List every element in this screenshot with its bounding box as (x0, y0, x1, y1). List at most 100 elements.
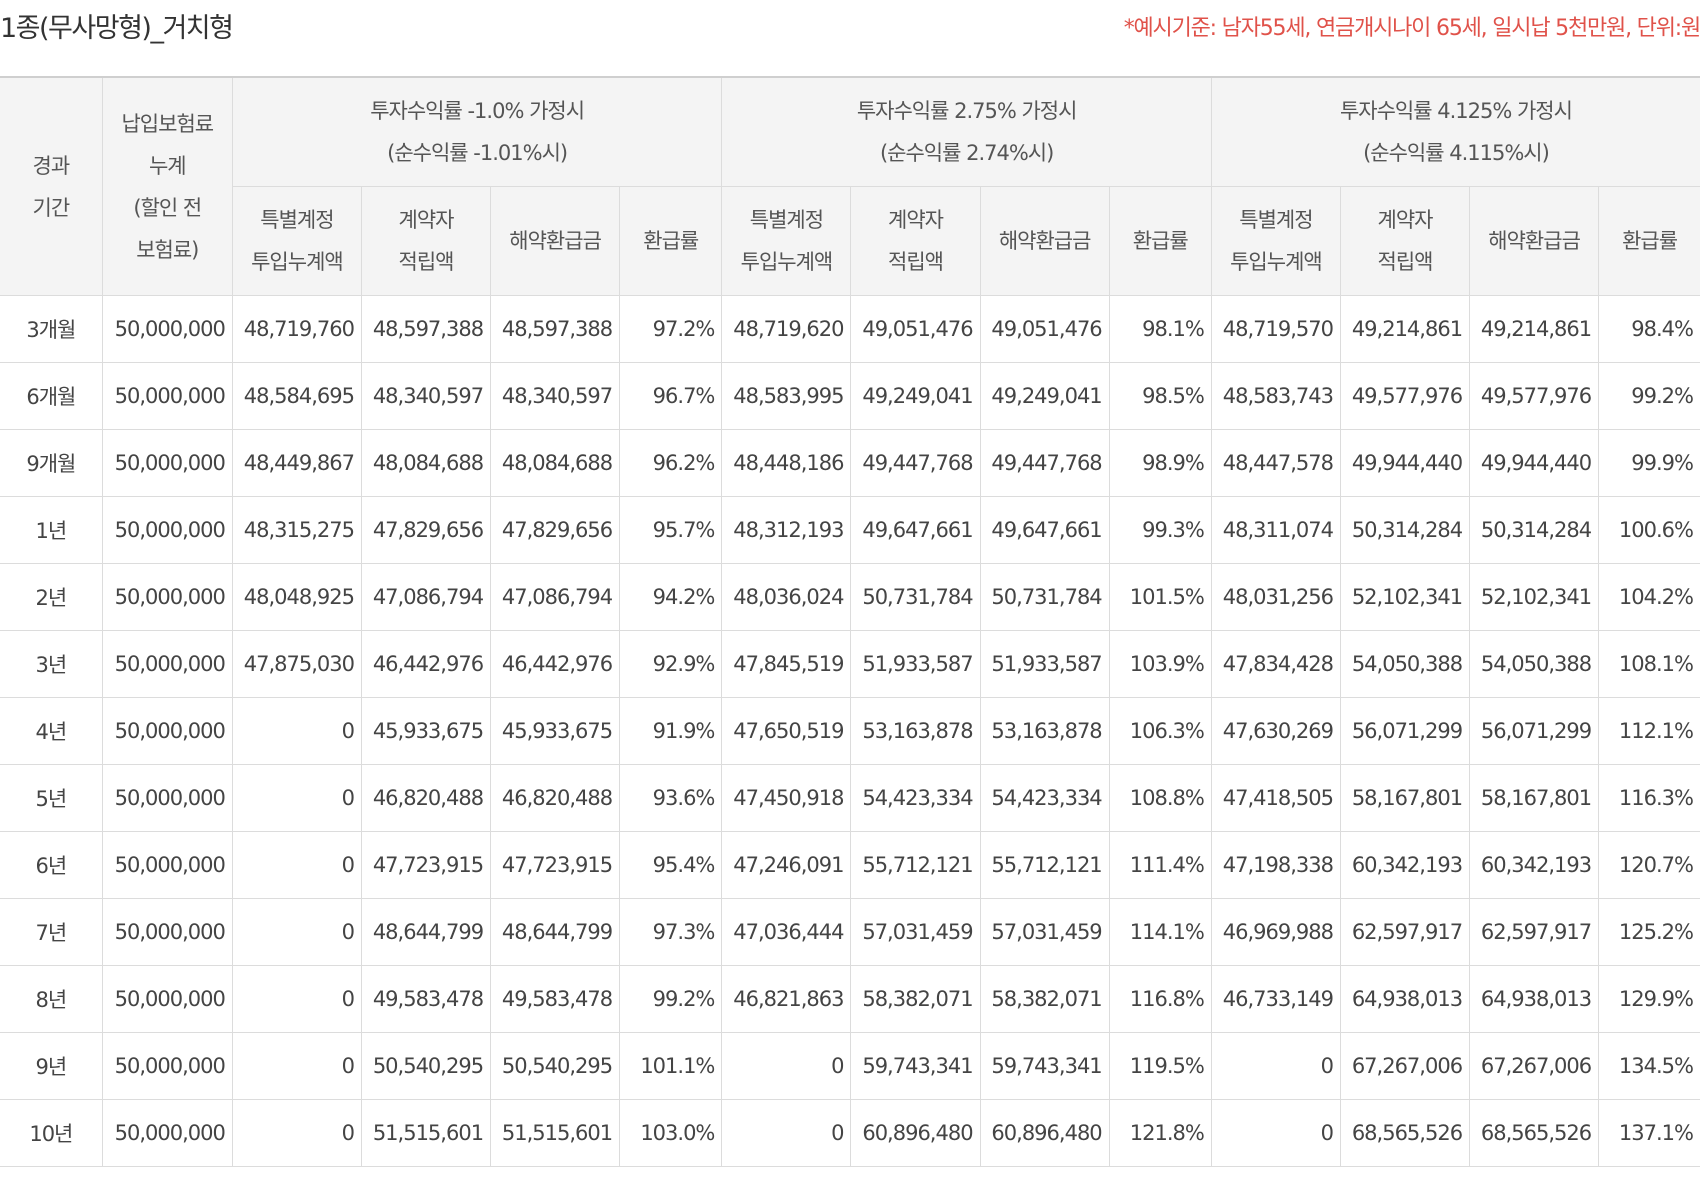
table-cell: 111.4% (1108, 831, 1212, 899)
table-cell: 104.2% (1598, 563, 1700, 631)
table-cell: 92.9% (619, 630, 723, 698)
table-cell: 54,423,334 (850, 764, 981, 832)
table-cell: 50,000,000 (101, 630, 233, 698)
table-cell: 53,163,878 (979, 697, 1110, 765)
table-cell: 50,000,000 (101, 563, 233, 631)
header-special-account-line: 특별계정 (260, 208, 334, 232)
table-cell: 116.3% (1598, 764, 1700, 832)
table-cell: 50,000,000 (101, 1032, 233, 1100)
header-special-account: 특별계정 투입누계액 (232, 186, 362, 296)
table-cell: 48,084,688 (360, 429, 492, 497)
header-scenario-3: 투자수익률 4.125% 가정시 (순수익률 4.115%시) (1210, 76, 1700, 187)
table-cell: 54,050,388 (1469, 630, 1600, 698)
table-cell: 52,102,341 (1469, 563, 1600, 631)
table-cell: 48,719,570 (1210, 295, 1341, 363)
table-cell: 58,382,071 (850, 965, 981, 1033)
table-cell: 121.8% (1108, 1099, 1212, 1167)
table-cell: 50,731,784 (850, 563, 981, 631)
table-body: 3개월 50,000,000 48,719,760 48,597,388 48,597,… (0, 295, 1700, 1167)
table-row: 3년 50,000,000 47,875,030 46,442,976 46,442,9… (0, 630, 1700, 698)
table-cell: 49,944,440 (1469, 429, 1600, 497)
table-cell: 99.2% (1598, 362, 1700, 430)
table-cell: 96.7% (619, 362, 723, 430)
table-cell: 99.2% (619, 965, 723, 1033)
table-cell: 50,000,000 (101, 898, 233, 966)
table-cell: 50,000,000 (101, 764, 233, 832)
table-cell: 48,584,695 (231, 362, 362, 430)
table-cell: 100.6% (1598, 496, 1700, 564)
table-cell: 112.1% (1598, 697, 1700, 765)
table-row: 9개월 50,000,000 48,449,867 48,084,688 48,084,… (0, 429, 1700, 497)
table-cell: 51,515,601 (490, 1099, 621, 1167)
table-row: 6개월 50,000,000 48,584,695 48,340,597 48,340,… (0, 362, 1700, 430)
table-cell: 56,071,299 (1469, 697, 1600, 765)
table-cell: 48,084,688 (490, 429, 621, 497)
table-cell: 50,314,284 (1339, 496, 1471, 564)
table-cell: 60,342,193 (1339, 831, 1471, 899)
table-cell: 49,447,768 (850, 429, 981, 497)
table-cell: 50,000,000 (101, 697, 233, 765)
header-contractor-reserve-line: 계약자 (1377, 208, 1434, 232)
table-cell: 48,311,074 (1210, 496, 1341, 564)
table-cell: 137.1% (1598, 1099, 1700, 1167)
header-refund-rate-line: 환급률 (643, 229, 699, 253)
table-cell: 47,036,444 (721, 898, 852, 966)
table-cell: 97.3% (619, 898, 723, 966)
cell-period: 9개월 (0, 429, 103, 497)
header-refund-rate-line: 환급률 (1132, 229, 1189, 253)
table-cell: 49,249,041 (979, 362, 1110, 430)
header-contractor-reserve: 계약자 적립액 (1339, 186, 1471, 296)
example-basis-note: *예시기준: 남자55세, 연금개시나이 65세, 일시납 5천만원, 단위:원 (1123, 16, 1700, 41)
header-scenario-2: 투자수익률 2.75% 가정시 (순수익률 2.74%시) (721, 76, 1212, 187)
table-cell: 47,875,030 (231, 630, 362, 698)
table-row: 7년 50,000,000 0 48,644,799 48,644,799 97.3% 47… (0, 898, 1700, 966)
cell-period: 1년 (0, 496, 103, 564)
header-surrender-value-line: 해약환급금 (1488, 229, 1581, 253)
header-scenario-line: 투자수익률 4.125% 가정시 (1339, 99, 1573, 123)
table-cell: 0 (231, 764, 362, 832)
table-cell: 99.3% (1108, 496, 1212, 564)
page-title: 1종(무사망형)_거치형 (0, 13, 234, 44)
table-cell: 50,000,000 (101, 1099, 233, 1167)
table-cell: 47,418,505 (1210, 764, 1341, 832)
header-refund-rate: 환급률 (1108, 186, 1212, 296)
table-cell: 47,723,915 (360, 831, 492, 899)
header-premium-line: 납입보험료 (121, 111, 214, 136)
table-row: 10년 50,000,000 0 51,515,601 51,515,601 103.0%… (0, 1099, 1700, 1167)
table-cell: 101.5% (1108, 563, 1212, 631)
table-cell: 46,820,488 (360, 764, 492, 832)
table-cell: 98.9% (1108, 429, 1212, 497)
header-scenario-line: 투자수익률 -1.0% 가정시 (370, 99, 585, 123)
table-cell: 47,829,656 (360, 496, 492, 564)
table-cell: 0 (231, 1032, 362, 1100)
table-cell: 48,597,388 (490, 295, 621, 363)
header-period-line: 경과 (32, 153, 71, 178)
cell-period: 5년 (0, 764, 103, 832)
table-cell: 0 (231, 831, 362, 899)
table-cell: 103.0% (619, 1099, 723, 1167)
table-cell: 47,086,794 (360, 563, 492, 631)
cell-period: 6년 (0, 831, 103, 899)
table-header: 경과 기간 납입보험료 누계 (할인 전 보험료) 투자수익률 -1.0% 가정시 (순수익률… (0, 76, 1700, 296)
table-cell: 119.5% (1108, 1032, 1212, 1100)
table-cell: 116.8% (1108, 965, 1212, 1033)
table-cell: 48,719,760 (231, 295, 362, 363)
table-cell: 58,382,071 (979, 965, 1110, 1033)
table-cell: 50,314,284 (1469, 496, 1600, 564)
table-cell: 49,944,440 (1339, 429, 1471, 497)
table-row: 9년 50,000,000 0 50,540,295 50,540,295 101.1% 0… (0, 1032, 1700, 1100)
header-scenario-line: (순수익률 -1.01%시) (387, 141, 568, 165)
table-cell: 120.7% (1598, 831, 1700, 899)
header-refund-rate-line: 환급률 (1622, 229, 1678, 253)
table-cell: 67,267,006 (1339, 1032, 1471, 1100)
table-cell: 50,731,784 (979, 563, 1110, 631)
table-cell: 0 (231, 697, 362, 765)
cell-period: 3개월 (0, 295, 103, 363)
table-cell: 101.1% (619, 1032, 723, 1100)
table-cell: 45,933,675 (360, 697, 492, 765)
table-cell: 46,442,976 (490, 630, 621, 698)
table-cell: 51,933,587 (850, 630, 981, 698)
table-cell: 47,086,794 (490, 563, 621, 631)
table-cell: 48,340,597 (490, 362, 621, 430)
table-cell: 48,449,867 (231, 429, 362, 497)
